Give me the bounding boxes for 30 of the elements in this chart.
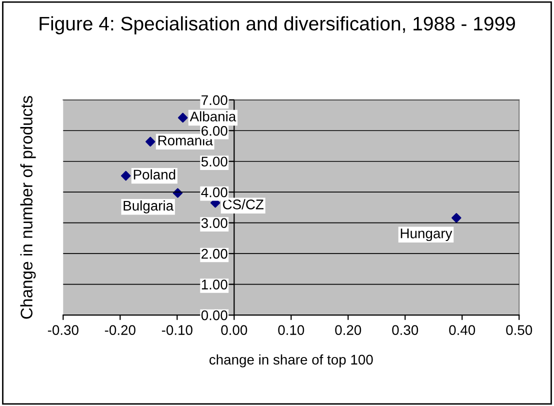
annotation: Hungary <box>400 228 452 242</box>
y-tick-label: 7.00 <box>202 95 228 106</box>
x-tick-label: -0.10 <box>162 325 192 335</box>
annotation: Romania <box>158 135 213 146</box>
y-tick-label: 1.00 <box>202 280 228 290</box>
x-axis-title: change in share of top 100 <box>209 354 373 368</box>
x-tick-label: 0.00 <box>221 325 248 335</box>
y-tick-label: 4.00 <box>201 187 228 198</box>
annotation: Bulgaria <box>124 200 174 214</box>
x-tick-label: 0.10 <box>278 325 304 335</box>
point <box>120 170 131 181</box>
x-tick-label: 0.40 <box>449 325 476 335</box>
y-tick-label: 2.00 <box>202 248 228 259</box>
x-tick-label: 0.30 <box>392 325 418 335</box>
y-tick-label: 5.00 <box>201 156 228 167</box>
x-tick-label: -0.20 <box>104 325 136 335</box>
y-tick-label: 0.00 <box>201 310 228 320</box>
y-tick-label: 6.00 <box>202 126 228 136</box>
x-tick-label: -0.30 <box>48 325 78 335</box>
annotation: Poland <box>134 169 176 180</box>
chart-title: Figure 4: Specialisation and diversification, 1988 - 1999 <box>40 16 515 34</box>
y-axis-title: Change in number of products <box>20 96 36 319</box>
point <box>145 136 156 147</box>
annotation: CS/CZ <box>222 199 264 210</box>
y-tick-label: 3.00 <box>201 218 228 228</box>
point <box>178 112 188 123</box>
x-tick-label: 0.20 <box>335 325 362 335</box>
point <box>452 213 462 223</box>
x-tick-label: 0.50 <box>506 325 532 335</box>
annotation: Albania <box>190 111 236 122</box>
